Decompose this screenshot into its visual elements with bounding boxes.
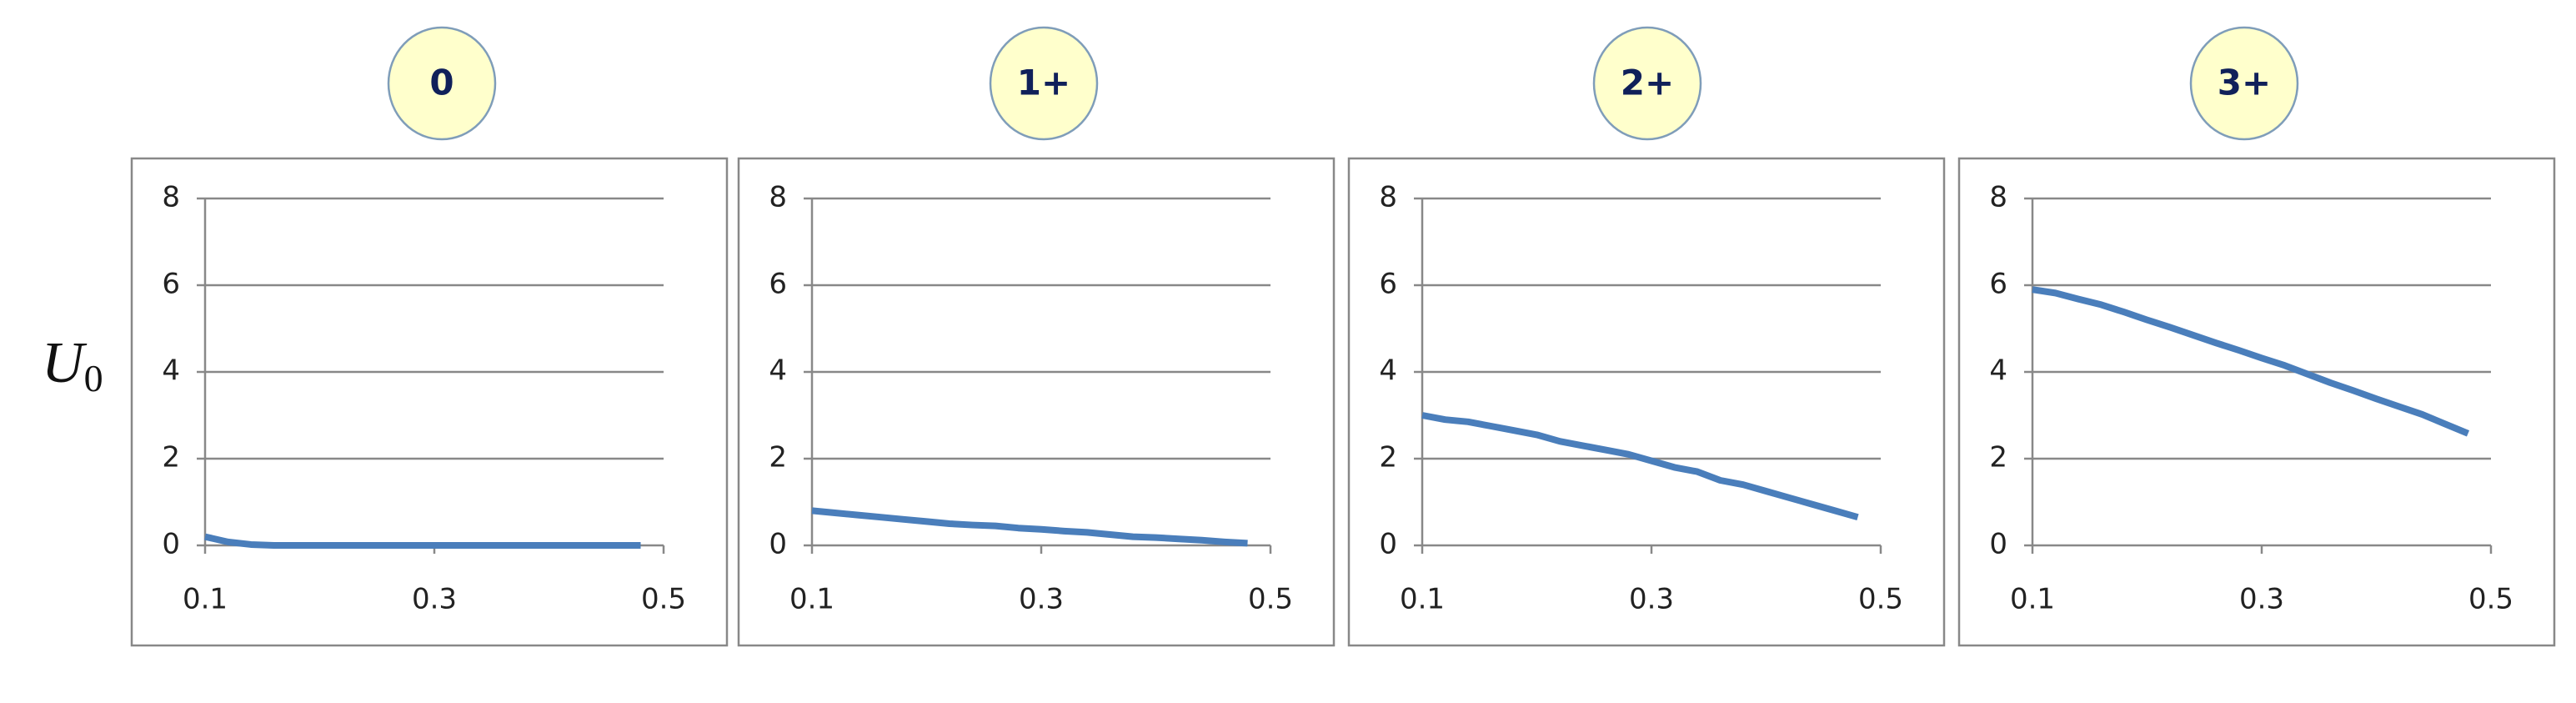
x-tick-label: 0.5 bbox=[2468, 583, 2513, 616]
panel-title: 2+ bbox=[1621, 63, 1674, 103]
panel-frame bbox=[130, 157, 729, 647]
y-tick-label: 2 bbox=[1989, 441, 2007, 475]
panel-title: 0 bbox=[429, 63, 454, 103]
symbol: U bbox=[42, 331, 88, 395]
y-tick-label: 8 bbox=[162, 181, 180, 214]
y-tick-label: 4 bbox=[162, 354, 180, 388]
x-tick-label: 0.3 bbox=[1019, 583, 1064, 616]
data-line bbox=[1421, 412, 1859, 521]
x-tick-label: 0.5 bbox=[641, 583, 686, 616]
panel-frame bbox=[1957, 157, 2556, 647]
y-tick-label: 2 bbox=[162, 441, 180, 475]
x-tick-label: 0.3 bbox=[412, 583, 457, 616]
y-tick-label: 4 bbox=[1379, 354, 1397, 388]
title-badge bbox=[1592, 26, 1702, 141]
y-tick-label: 0 bbox=[1379, 528, 1397, 561]
y-tick-label: 8 bbox=[1989, 181, 2007, 214]
panel-frame bbox=[737, 157, 1336, 647]
y-tick-label: 0 bbox=[162, 528, 180, 561]
data-line bbox=[2032, 286, 2470, 437]
panel-title: 3+ bbox=[2218, 63, 2271, 103]
x-tick-label: 0.1 bbox=[183, 583, 228, 616]
y-tick-label: 6 bbox=[769, 268, 787, 301]
y-tick-label: 8 bbox=[769, 181, 787, 214]
y-tick-label: 4 bbox=[769, 354, 787, 388]
y-tick-label: 6 bbox=[1989, 268, 2007, 301]
x-tick-label: 0.5 bbox=[1858, 583, 1903, 616]
title-badge bbox=[989, 26, 1099, 141]
subscript: 0 bbox=[84, 357, 103, 399]
y-axis-label: U0 bbox=[42, 331, 103, 399]
y-tick-label: 0 bbox=[1989, 528, 2007, 561]
y-tick-label: 8 bbox=[1379, 181, 1397, 214]
panel-title: 1+ bbox=[1017, 63, 1070, 103]
x-tick-label: 0.5 bbox=[1248, 583, 1293, 616]
y-tick-label: 2 bbox=[1379, 441, 1397, 475]
y-tick-label: 0 bbox=[769, 528, 787, 561]
x-tick-label: 0.1 bbox=[2010, 583, 2055, 616]
panel-frame bbox=[1347, 157, 1946, 647]
x-tick-label: 0.1 bbox=[1400, 583, 1445, 616]
x-tick-label: 0.1 bbox=[789, 583, 834, 616]
y-tick-label: 4 bbox=[1989, 354, 2007, 388]
data-line bbox=[811, 507, 1248, 547]
data-line bbox=[204, 533, 641, 549]
title-badge bbox=[387, 26, 497, 141]
y-tick-label: 2 bbox=[769, 441, 787, 475]
y-tick-label: 6 bbox=[1379, 268, 1397, 301]
x-tick-label: 0.3 bbox=[1629, 583, 1674, 616]
title-badge bbox=[2189, 26, 2299, 141]
y-tick-label: 6 bbox=[162, 268, 180, 301]
x-tick-label: 0.3 bbox=[2239, 583, 2284, 616]
